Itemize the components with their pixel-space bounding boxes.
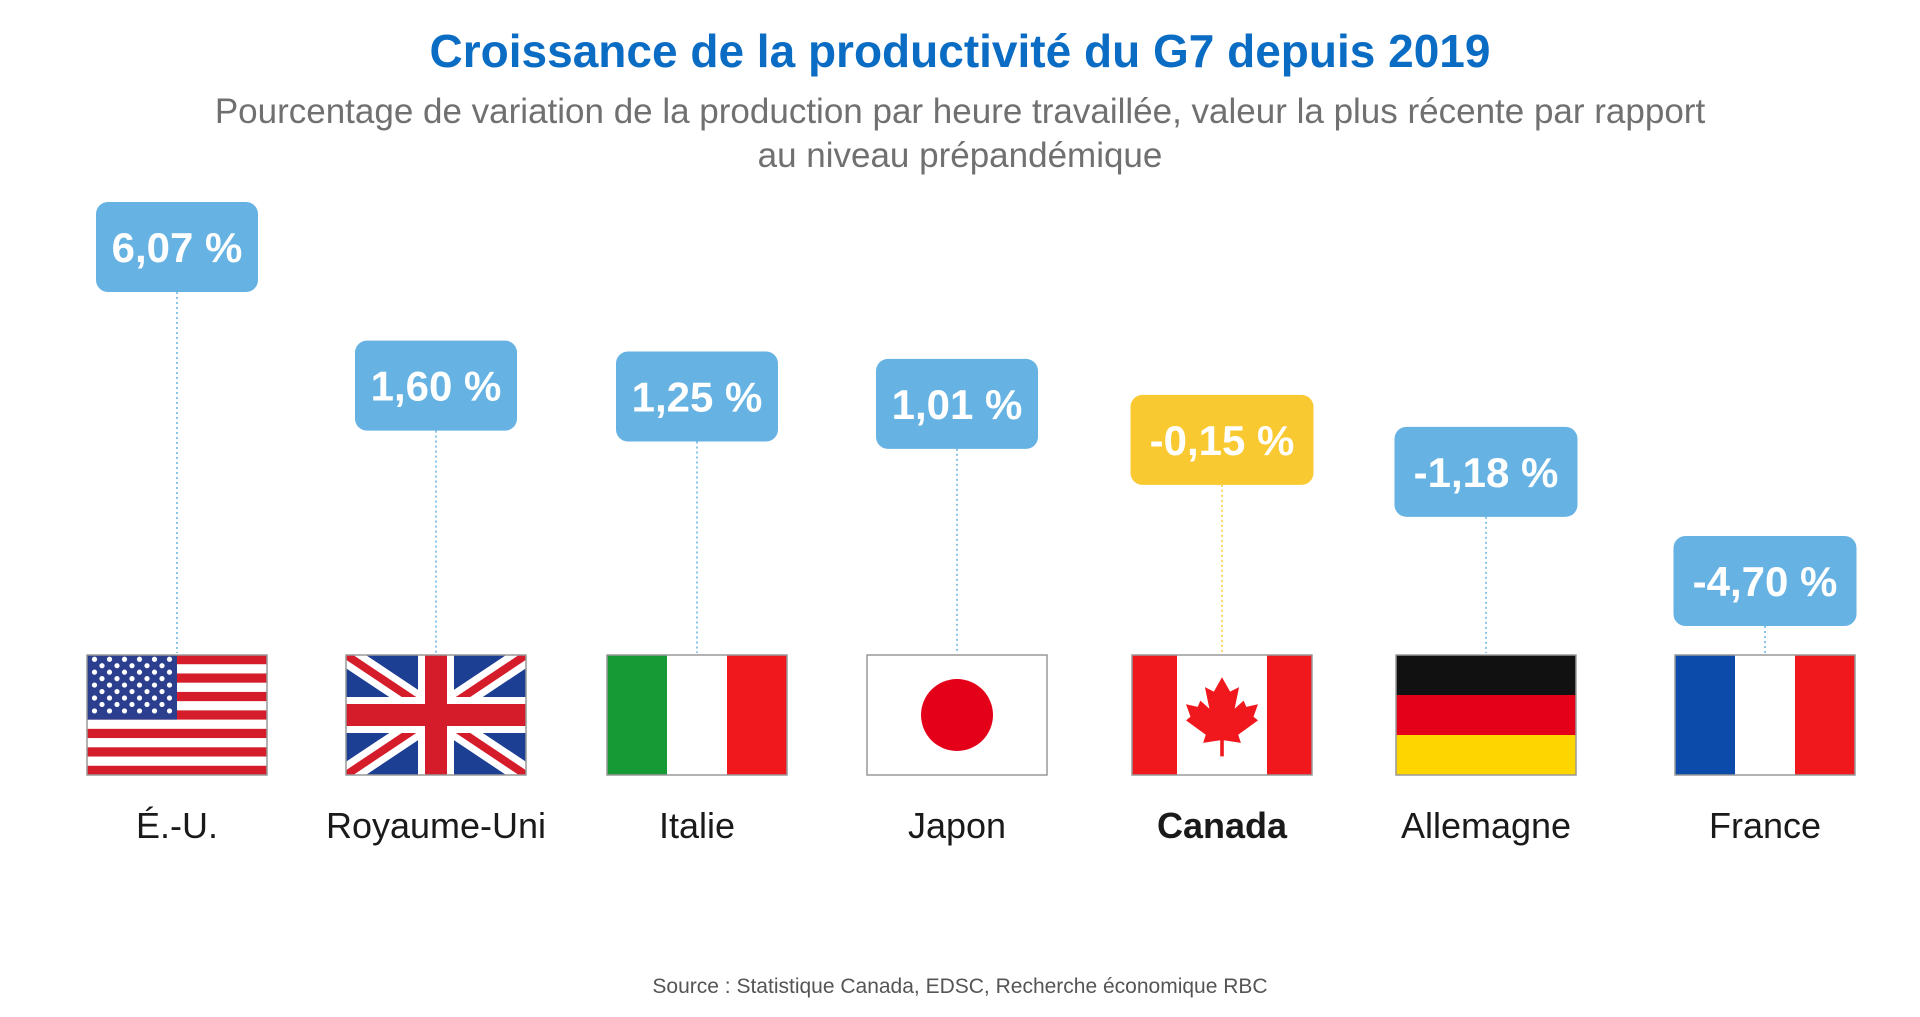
- category-label: Royaume-Uni: [326, 805, 546, 846]
- italy-flag-icon: [606, 654, 788, 776]
- data-label: 6,07 %: [112, 224, 243, 271]
- data-label: -1,18 %: [1414, 449, 1559, 496]
- category-label: É.-U.: [136, 805, 218, 846]
- france-flag-icon: [1674, 654, 1856, 776]
- data-label: 1,01 %: [892, 381, 1023, 428]
- chart-subtitle: Pourcentage de variation de la productio…: [214, 92, 1706, 175]
- data-label: -0,15 %: [1150, 417, 1295, 464]
- value-bar-marker: [355, 340, 517, 431]
- chart-source: Source : Statistique Canada, EDSC, Reche…: [652, 975, 1268, 998]
- category-label: France: [1709, 805, 1821, 846]
- data-label: 1,60 %: [371, 363, 502, 410]
- germany-flag-icon: [1395, 654, 1577, 776]
- value-bar-marker: [96, 202, 258, 292]
- canada-flag-icon: [1131, 654, 1313, 776]
- value-bar-marker: [1394, 426, 1578, 517]
- data-label: 1,25 %: [632, 373, 763, 420]
- japan-flag-icon: [866, 654, 1048, 776]
- value-bar-marker: [876, 358, 1038, 449]
- category-label: Allemagne: [1401, 805, 1571, 846]
- data-label: -4,70 %: [1693, 558, 1838, 605]
- category-label: Italie: [659, 805, 735, 846]
- uk-flag-icon: [345, 654, 527, 776]
- value-bar-marker: [1673, 536, 1857, 626]
- value-bar-marker: [1130, 394, 1314, 485]
- category-label: Canada: [1157, 805, 1288, 846]
- chart-title: Croissance de la productivité du G7 depu…: [429, 25, 1491, 77]
- category-label: Japon: [908, 805, 1006, 846]
- value-bar-marker: [616, 351, 778, 442]
- us-flag-icon: [86, 654, 268, 776]
